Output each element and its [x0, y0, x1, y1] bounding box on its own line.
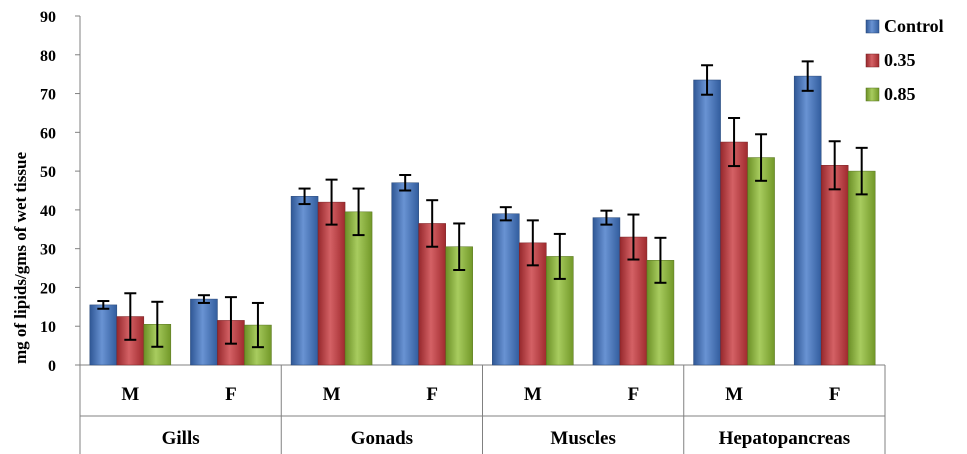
- group-label: Gonads: [351, 428, 413, 449]
- y-tick-label: 80: [40, 48, 56, 65]
- y-tick-label: 20: [40, 280, 56, 297]
- bar-control: [793, 75, 822, 366]
- legend-swatch: [865, 53, 880, 68]
- category-label: F: [426, 384, 438, 405]
- bar-control: [693, 79, 721, 366]
- bar-0-35: [820, 165, 849, 366]
- group-label: Hepatopancreas: [719, 428, 851, 449]
- y-tick-label: 50: [40, 164, 56, 181]
- legend-label: Control: [884, 16, 944, 36]
- legend-swatch: [865, 19, 880, 34]
- category-label: M: [323, 384, 341, 405]
- bar-control: [592, 217, 621, 366]
- legend-label: 0.85: [884, 84, 916, 104]
- y-tick-label: 70: [40, 87, 56, 104]
- legend-label: 0.35: [884, 50, 916, 70]
- bar-control: [89, 304, 118, 366]
- bars: [89, 60, 876, 366]
- bar-control: [391, 182, 419, 366]
- category-label: F: [225, 384, 237, 405]
- labels: M F Gills M F Gonads M F Muscles M F Hepatopancreas: [121, 384, 850, 449]
- y-axis-label: mg of lipids/gms of wet tissue: [11, 152, 30, 364]
- group-label: Gills: [162, 428, 200, 449]
- y-tick-label: 40: [40, 203, 56, 220]
- bar-0-85: [847, 170, 876, 366]
- bar-0-35: [317, 201, 346, 366]
- category-label: F: [829, 384, 841, 405]
- bar-0-85: [344, 211, 373, 366]
- bar-control: [492, 213, 520, 366]
- bar-control: [290, 196, 319, 366]
- y-tick-label: 30: [40, 242, 56, 259]
- axes: 0 10 20 30 40 50 60 70 80 90: [40, 9, 886, 454]
- category-label: M: [524, 384, 542, 405]
- legend: Control 0.35 0.85: [865, 16, 944, 104]
- y-tick-label: 0: [48, 358, 56, 375]
- y-tick-label: 90: [40, 9, 56, 26]
- y-tick-label: 10: [40, 319, 56, 336]
- category-label: M: [121, 384, 139, 405]
- bar-0-85: [747, 157, 775, 366]
- y-tick-label: 60: [40, 125, 56, 142]
- bar-0-35: [720, 141, 748, 366]
- category-label: M: [725, 384, 743, 405]
- category-label: F: [628, 384, 640, 405]
- bar-control: [190, 298, 218, 366]
- group-label: Muscles: [550, 428, 615, 449]
- legend-swatch: [865, 87, 880, 102]
